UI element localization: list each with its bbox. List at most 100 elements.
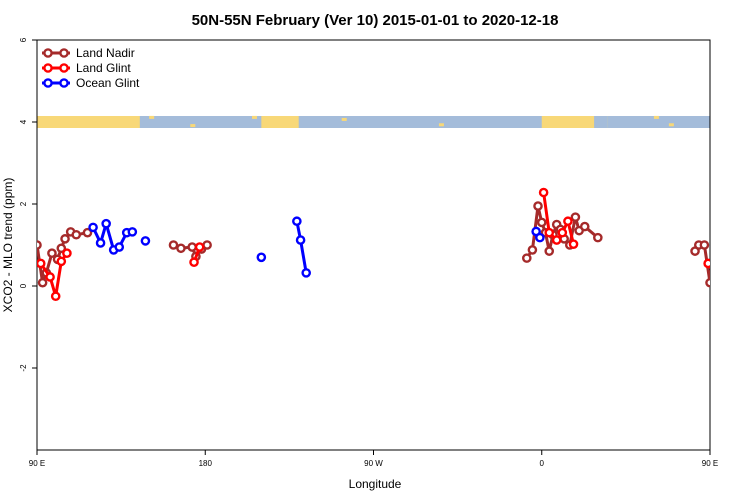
- x-axis-label: Longitude: [349, 477, 402, 491]
- series-line: [295, 220, 308, 274]
- data-point: [740, 231, 747, 238]
- data-point: [544, 227, 555, 238]
- data-point: [189, 257, 199, 268]
- data-point: [551, 235, 562, 245]
- x-tick-label: 90 W: [364, 459, 383, 468]
- data-point: [60, 234, 70, 244]
- data-point: [194, 242, 205, 252]
- data-point: [538, 187, 549, 198]
- data-point: [37, 240, 42, 250]
- data-point: [729, 235, 736, 242]
- data-point: [56, 256, 67, 267]
- data-point: [734, 228, 741, 235]
- x-tick-label: 0: [540, 459, 545, 468]
- data-point: [176, 243, 186, 254]
- data-point: [47, 248, 57, 258]
- data-point: [703, 258, 710, 269]
- data-point: [527, 245, 538, 255]
- y-tick-label: -2: [19, 364, 28, 372]
- y-tick-label: 2: [19, 201, 28, 206]
- mask-band-speck: [341, 117, 347, 121]
- data-point: [202, 240, 212, 250]
- data-point: [45, 272, 55, 282]
- x-tick-label: 90 E: [29, 459, 45, 468]
- mask-band-ocean: [607, 116, 710, 128]
- data-point: [714, 273, 721, 280]
- data-point: [521, 253, 532, 263]
- data-point: [699, 240, 710, 250]
- legend-marker: [43, 48, 53, 58]
- data-point: [708, 269, 710, 276]
- data-point: [544, 246, 555, 256]
- legend-marker: [59, 63, 69, 73]
- data-point: [716, 250, 723, 257]
- mask-band-ocean: [139, 116, 262, 128]
- data-point: [705, 277, 710, 288]
- data-point: [37, 277, 48, 288]
- mask-band-speck: [653, 115, 659, 119]
- data-point: [127, 227, 138, 237]
- data-point: [140, 236, 151, 246]
- mask-band-ocean: [298, 116, 542, 128]
- data-point: [50, 291, 61, 302]
- data-point: [82, 227, 93, 238]
- data-point: [570, 212, 581, 222]
- mask-band-speck: [190, 124, 196, 128]
- legend-marker: [59, 78, 69, 88]
- x-axis: 90 E 180 90 W 0 90 E: [29, 450, 718, 468]
- data-point: [563, 216, 573, 227]
- data-point: [721, 256, 728, 263]
- data-point: [725, 258, 732, 265]
- data-point: [187, 242, 197, 252]
- data-point: [101, 218, 111, 229]
- data-point: [256, 252, 267, 263]
- mask-band-speck: [438, 123, 444, 127]
- series: [37, 187, 738, 302]
- data-point: [168, 240, 179, 250]
- data-point: [301, 268, 312, 278]
- mask-band-speck: [668, 123, 674, 127]
- data-point: [71, 229, 82, 240]
- mask-band-ocean: [594, 116, 608, 128]
- y-tick-label: 6: [19, 37, 28, 42]
- data-point: [37, 258, 46, 269]
- plot-frame: [36, 39, 711, 451]
- data-point: [95, 238, 106, 248]
- y-axis: -2 0 2 4 6: [19, 37, 37, 372]
- y-axis-label: XCO2 - MLO trend (ppm): [1, 178, 15, 313]
- mask-band-speck: [251, 115, 257, 119]
- data-point: [568, 239, 579, 249]
- x-tick-label: 180: [199, 459, 213, 468]
- data-point: [579, 221, 590, 232]
- series-layer: [37, 187, 747, 302]
- data-point: [719, 293, 726, 300]
- data-point: [88, 222, 98, 233]
- legend-entry: Ocean Glint: [76, 76, 140, 90]
- data-point: [535, 232, 545, 243]
- y-tick-label: 4: [19, 119, 28, 124]
- data-point: [295, 235, 306, 245]
- data-point: [292, 216, 302, 227]
- legend-entry: Land Nadir: [76, 46, 135, 60]
- series: [37, 201, 747, 288]
- data-point: [114, 242, 125, 252]
- data-point: [725, 245, 732, 252]
- data-point: [731, 250, 738, 257]
- legend-marker: [59, 48, 69, 58]
- data-point: [533, 201, 543, 211]
- series: [88, 216, 545, 278]
- data-point: [557, 227, 568, 238]
- land-mask-band: [37, 115, 710, 128]
- chart-title: 50N-55N February (Ver 10) 2015-01-01 to …: [192, 12, 559, 29]
- data-point: [536, 217, 547, 228]
- legend-marker: [43, 63, 53, 73]
- data-point: [56, 243, 67, 254]
- data-point: [62, 248, 72, 258]
- y-tick-label: 0: [19, 283, 28, 288]
- data-point: [593, 232, 603, 243]
- legend-entry: Land Glint: [76, 61, 131, 75]
- legend-marker: [43, 78, 53, 88]
- series-line: [693, 243, 710, 285]
